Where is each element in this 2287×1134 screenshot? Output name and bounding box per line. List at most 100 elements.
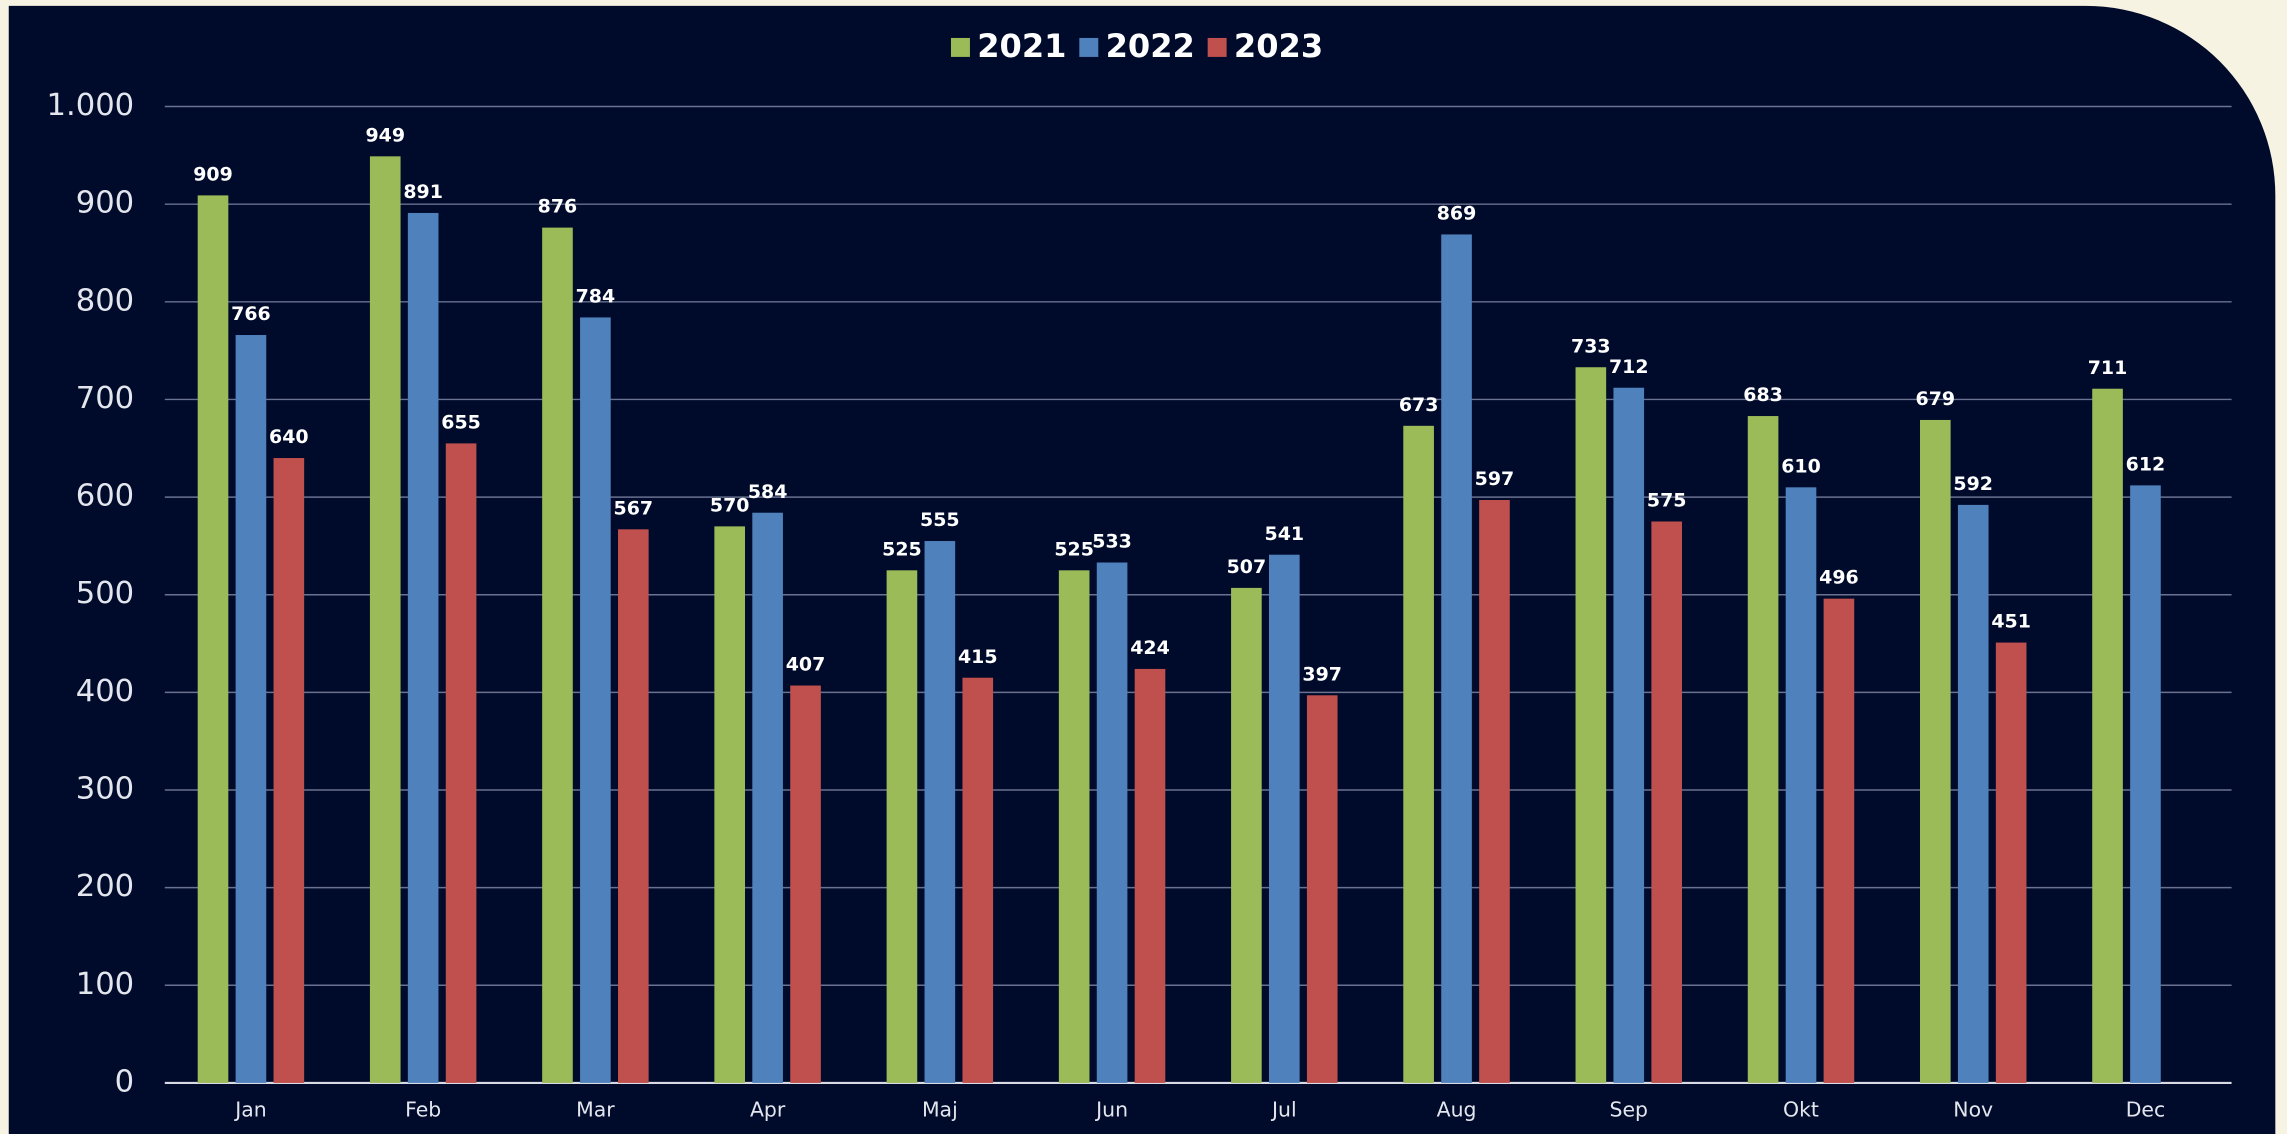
- value-label: 407: [786, 654, 826, 676]
- bar: [924, 541, 956, 1083]
- bar: [1919, 419, 1951, 1083]
- bar: [1613, 387, 1645, 1083]
- value-label: 575: [1647, 490, 1687, 512]
- value-label: 679: [1916, 388, 1956, 410]
- value-label: 784: [576, 286, 616, 308]
- value-label: 612: [2126, 453, 2166, 475]
- legend-swatch: [1079, 37, 1099, 57]
- bar: [886, 570, 918, 1083]
- bar: [790, 685, 821, 1083]
- y-tick-label: 300: [76, 771, 134, 806]
- value-label: 415: [958, 646, 998, 668]
- bar: [369, 156, 401, 1083]
- bar: [580, 317, 611, 1083]
- value-label: 949: [365, 124, 405, 146]
- legend-swatch: [950, 37, 970, 57]
- value-label: 869: [1437, 203, 1477, 225]
- value-label: 683: [1743, 384, 1783, 406]
- x-tick-label: Nov: [1953, 1098, 1993, 1122]
- value-label: 711: [2088, 357, 2128, 379]
- y-tick-label: 400: [76, 674, 134, 709]
- legend-label: 2023: [1234, 27, 1323, 65]
- value-label: 507: [1227, 556, 1267, 578]
- bar: [714, 526, 746, 1083]
- value-label: 397: [1302, 663, 1342, 685]
- bar: [1096, 562, 1128, 1083]
- x-tick-label: Feb: [405, 1098, 441, 1122]
- y-tick-label: 500: [76, 576, 134, 611]
- value-label: 451: [1991, 611, 2031, 633]
- x-tick-label: Mar: [576, 1098, 615, 1122]
- bar: [1134, 668, 1166, 1083]
- value-label: 673: [1399, 394, 1439, 416]
- bar: [2130, 485, 2161, 1083]
- bar: [1403, 425, 1434, 1083]
- bar: [1268, 554, 1300, 1083]
- bar: [1479, 500, 1510, 1083]
- x-tick-label: Aug: [1437, 1098, 1477, 1122]
- bar: [1058, 570, 1090, 1083]
- x-tick-label: Jan: [233, 1098, 266, 1122]
- x-tick-label: Apr: [750, 1098, 786, 1122]
- value-label: 733: [1571, 335, 1611, 357]
- y-tick-label: 1.000: [47, 88, 135, 123]
- value-label: 592: [1953, 473, 1993, 495]
- bar: [1441, 234, 1472, 1083]
- legend-swatch: [1207, 37, 1227, 57]
- value-label: 640: [269, 426, 309, 448]
- bar: [752, 512, 783, 1083]
- bar: [2092, 388, 2123, 1083]
- value-label: 712: [1609, 356, 1649, 378]
- bar: [1785, 487, 1817, 1083]
- x-tick-label: Maj: [922, 1098, 958, 1122]
- value-label: 533: [1092, 531, 1132, 553]
- legend-label: 2022: [1106, 27, 1195, 65]
- y-tick-label: 800: [76, 283, 134, 318]
- y-tick-label: 700: [76, 381, 134, 416]
- value-label: 424: [1130, 637, 1170, 659]
- bar: [1995, 642, 2027, 1083]
- bar: [1306, 695, 1338, 1083]
- bar: [445, 443, 477, 1083]
- y-tick-label: 600: [76, 479, 134, 514]
- bar: [1575, 367, 1607, 1083]
- value-label: 555: [920, 509, 960, 531]
- value-label: 496: [1819, 567, 1859, 589]
- value-label: 567: [614, 497, 654, 519]
- value-label: 570: [710, 494, 750, 516]
- bar: [235, 335, 267, 1083]
- value-label: 525: [1054, 538, 1094, 560]
- bar: [542, 227, 573, 1083]
- value-label: 891: [403, 181, 443, 203]
- bar: [273, 458, 305, 1083]
- bar: [1747, 416, 1779, 1083]
- y-tick-label: 0: [115, 1064, 134, 1099]
- value-label: 541: [1265, 523, 1305, 545]
- x-tick-label: Jul: [1270, 1098, 1297, 1122]
- bar: [1231, 587, 1262, 1083]
- value-label: 909: [193, 163, 233, 185]
- y-tick-label: 200: [76, 869, 134, 904]
- bar: [407, 212, 439, 1083]
- y-tick-label: 100: [76, 967, 134, 1002]
- bar: [617, 529, 649, 1083]
- legend-label: 2021: [977, 27, 1066, 65]
- x-tick-label: Jun: [1094, 1098, 1128, 1122]
- bar: [962, 677, 994, 1083]
- value-label: 655: [441, 411, 481, 433]
- y-tick-label: 900: [76, 186, 134, 221]
- x-tick-label: Sep: [1610, 1098, 1648, 1122]
- panel: [8, 5, 2276, 1134]
- bar: [1957, 504, 1989, 1083]
- value-label: 610: [1781, 455, 1821, 477]
- value-label: 597: [1475, 468, 1515, 490]
- bar: [197, 195, 229, 1083]
- value-label: 876: [538, 196, 578, 218]
- value-label: 525: [882, 538, 922, 560]
- bar: [1651, 521, 1683, 1083]
- value-label: 766: [231, 303, 271, 325]
- x-tick-label: Okt: [1783, 1098, 1819, 1122]
- x-tick-label: Dec: [2126, 1098, 2165, 1122]
